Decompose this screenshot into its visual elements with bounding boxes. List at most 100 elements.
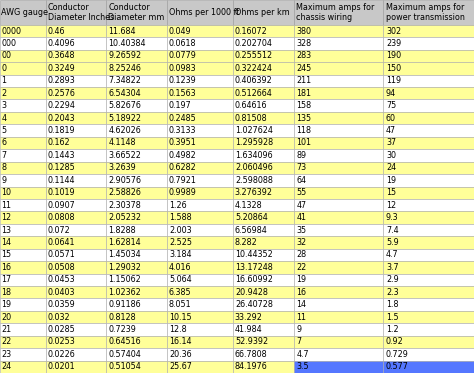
Text: 0.0907: 0.0907 [48, 201, 75, 210]
Bar [0, 87, 46, 100]
Bar [0, 336, 46, 348]
Text: 0.577: 0.577 [386, 362, 409, 371]
Text: 16: 16 [1, 263, 11, 272]
Bar [233, 323, 293, 336]
Text: 3: 3 [1, 101, 6, 110]
Text: 15: 15 [386, 188, 396, 197]
Bar [383, 224, 474, 236]
Bar [233, 112, 293, 124]
Text: 000: 000 [1, 39, 17, 48]
Bar [383, 186, 474, 199]
Bar [107, 37, 167, 50]
Bar [0, 50, 46, 62]
Bar [46, 112, 107, 124]
Text: 0.255512: 0.255512 [235, 51, 273, 60]
Text: 0.16072: 0.16072 [235, 26, 268, 35]
Bar [293, 224, 383, 236]
Bar [233, 286, 293, 298]
Bar [233, 224, 293, 236]
Text: 181: 181 [296, 89, 311, 98]
Text: 10.15: 10.15 [169, 313, 191, 322]
Bar [46, 37, 107, 50]
Text: 0.2485: 0.2485 [169, 114, 197, 123]
Bar [383, 100, 474, 112]
Text: 0.0226: 0.0226 [48, 350, 75, 359]
Text: 2.003: 2.003 [169, 226, 191, 235]
Bar [293, 149, 383, 162]
Bar [107, 199, 167, 211]
Text: 0.92: 0.92 [386, 338, 404, 347]
Bar [0, 137, 46, 149]
Text: 0.049: 0.049 [169, 26, 191, 35]
Text: 0.7921: 0.7921 [169, 176, 197, 185]
Text: 22: 22 [296, 263, 307, 272]
Text: 6: 6 [1, 138, 6, 147]
Bar [293, 137, 383, 149]
Text: 0.0571: 0.0571 [48, 250, 75, 259]
Text: 10: 10 [1, 188, 11, 197]
Bar [0, 149, 46, 162]
Text: 1: 1 [1, 76, 6, 85]
Text: 5.20864: 5.20864 [235, 213, 268, 222]
Text: 1.29032: 1.29032 [108, 263, 141, 272]
Bar [167, 199, 233, 211]
Text: 14: 14 [1, 238, 11, 247]
Text: 380: 380 [296, 26, 311, 35]
Text: 7.4: 7.4 [386, 226, 399, 235]
Bar [46, 186, 107, 199]
Text: 0.1239: 0.1239 [169, 76, 197, 85]
Bar [293, 211, 383, 224]
Text: 0.0285: 0.0285 [48, 325, 75, 334]
Text: 30: 30 [386, 151, 396, 160]
Text: 239: 239 [386, 39, 401, 48]
Bar [293, 174, 383, 186]
Text: 64: 64 [296, 176, 306, 185]
Bar [167, 50, 233, 62]
Bar [383, 286, 474, 298]
Bar [167, 348, 233, 361]
Bar [383, 361, 474, 373]
Bar [167, 298, 233, 311]
Text: 0.162: 0.162 [48, 138, 70, 147]
Bar [383, 62, 474, 75]
Text: 0.1563: 0.1563 [169, 89, 197, 98]
Bar [383, 311, 474, 323]
Bar [167, 75, 233, 87]
Text: 0.0253: 0.0253 [48, 338, 75, 347]
Text: 0.0779: 0.0779 [169, 51, 197, 60]
Text: 18: 18 [1, 288, 11, 297]
Bar [46, 336, 107, 348]
Text: 8.051: 8.051 [169, 300, 191, 309]
Text: 33.292: 33.292 [235, 313, 263, 322]
Text: 15: 15 [1, 250, 11, 259]
Text: 23: 23 [1, 350, 11, 359]
Text: 28: 28 [296, 250, 306, 259]
Text: 2.060496: 2.060496 [235, 163, 273, 172]
Bar [167, 174, 233, 186]
Text: 2: 2 [1, 89, 7, 98]
Bar [0, 25, 46, 37]
Text: 3.7: 3.7 [386, 263, 399, 272]
Bar [0, 199, 46, 211]
Text: 245: 245 [296, 64, 311, 73]
Text: 12: 12 [1, 213, 11, 222]
Bar [293, 336, 383, 348]
Bar [167, 311, 233, 323]
Bar [383, 249, 474, 261]
Bar [293, 199, 383, 211]
Bar [233, 298, 293, 311]
Bar [167, 286, 233, 298]
Bar [293, 298, 383, 311]
Text: 0.0983: 0.0983 [169, 64, 197, 73]
Bar [107, 124, 167, 137]
Text: 101: 101 [296, 138, 311, 147]
Text: 1.15062: 1.15062 [108, 275, 141, 284]
Bar [383, 25, 474, 37]
Bar [383, 50, 474, 62]
Bar [46, 124, 107, 137]
Text: 4.1148: 4.1148 [108, 138, 136, 147]
Bar [107, 298, 167, 311]
Bar [0, 224, 46, 236]
Text: 73: 73 [296, 163, 306, 172]
Bar [107, 211, 167, 224]
